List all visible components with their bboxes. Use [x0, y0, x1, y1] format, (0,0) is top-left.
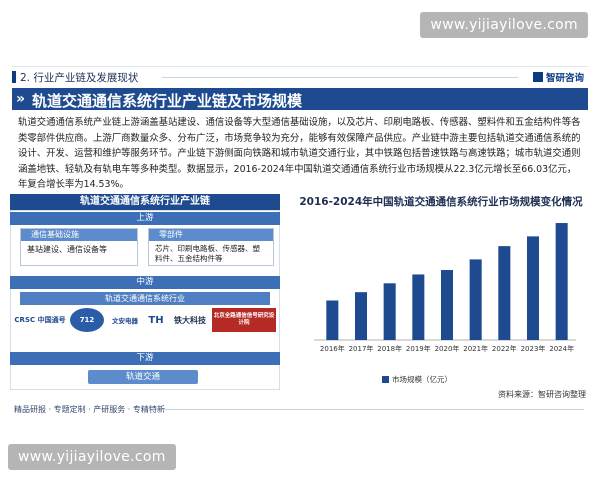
chain-frame [10, 210, 280, 390]
tick-label-2023年: 2023年 [521, 344, 546, 353]
bar-2022年 [498, 246, 511, 340]
bar-2017年 [354, 292, 368, 340]
tick-label-2019年: 2019年 [406, 344, 431, 353]
chain-title: 轨道交通通信系统行业产业链 [10, 194, 280, 210]
bar-2020年 [440, 270, 454, 340]
bar-2016年 [326, 300, 339, 340]
footer-divider [162, 409, 584, 410]
section-title: 2. 行业产业链及发展现状 [20, 72, 139, 84]
logo-crsc: CRSC 中国通号 [14, 316, 66, 324]
body-paragraph: 轨道交通通信系统产业链上游涵盖基站建设、通信设备等大型通信基础设施，以及芯片、印… [18, 117, 581, 191]
page-title: 轨道交通通信系统行业产业链及市场规模 [32, 92, 303, 110]
slide-footer: 精品研报 · 专题定制 · 产研服务 · 专精特新 [12, 404, 588, 416]
watermark-bottom[interactable]: www.yijiayilove.com [8, 444, 176, 470]
chart-title: 2016-2024年中国轨道交通通信系统行业市场规模变化情况 [299, 196, 583, 208]
legend-label: 市场规模（亿元） [392, 375, 452, 384]
brand-name: 智研咨询 [545, 73, 584, 84]
components-head: 零部件 [149, 229, 273, 241]
logo-712: 712 [70, 308, 104, 332]
footer-text: 精品研报 · 专题定制 · 产研服务 · 专精特新 [14, 405, 165, 414]
logo-wenan: 文安电器 [112, 317, 138, 325]
logo-th: TH [148, 314, 164, 326]
chart-legend: 市场规模（亿元） [382, 374, 452, 385]
downstream-item: 轨道交通 [88, 370, 198, 384]
bar-2019年 [412, 274, 425, 340]
midstream-bar: 中游 [10, 276, 280, 289]
components-body: 芯片、印刷电路板、传感器、塑料件、五金结构件等 [155, 244, 260, 263]
infrastructure-box: 通信基础设施 基站建设、通信设备等 [20, 228, 138, 266]
header-accent [12, 71, 16, 83]
logo-crscd: 北京全路通信信号研究设计院 [212, 308, 276, 332]
tick-label-2020年: 2020年 [435, 344, 460, 353]
bar-2018年 [383, 283, 396, 340]
brand-logo: 智研咨询 [532, 70, 584, 84]
bar-2023年 [526, 236, 540, 340]
logo-tieda: 铁大科技 [174, 315, 206, 325]
upstream-bar: 上游 [10, 212, 280, 225]
tick-label-2022年: 2022年 [492, 344, 517, 353]
downstream-bar: 下游 [10, 352, 280, 365]
tick-label-2021年: 2021年 [463, 344, 488, 353]
title-band: » 轨道交通通信系统行业产业链及市场规模 [12, 88, 588, 110]
infrastructure-body: 基站建设、通信设备等 [27, 245, 107, 254]
legend-swatch [382, 376, 389, 383]
market-size-chart: 2016年 2017年 2018年 2019年 2020年 2021年 2022年 2023年… [314, 223, 576, 353]
components-box: 零部件 芯片、印刷电路板、传感器、塑料件、五金结构件等 [148, 228, 274, 266]
source-note: 资料来源：智研咨询整理 [498, 390, 586, 399]
infrastructure-head: 通信基础设施 [21, 229, 137, 241]
report-slide: 2. 行业产业链及发展现状 智研咨询 » 轨道交通通信系统行业产业链及市场规模 … [12, 66, 588, 418]
midstream-sub: 轨道交通通信系统行业 [20, 292, 270, 305]
header-divider [162, 77, 518, 78]
tick-label-2017年: 2017年 [349, 344, 374, 353]
tick-label-2016年: 2016年 [320, 344, 345, 353]
bar-2021年 [469, 259, 482, 340]
brand-logo-icon [532, 72, 543, 82]
bar-2024年 [555, 223, 568, 340]
tick-label-2018年: 2018年 [377, 344, 402, 353]
company-logos: CRSC 中国通号 712 文安电器 TH 铁大科技 北京全路通信信号研究设计院 [14, 308, 276, 332]
slide-header: 2. 行业产业链及发展现状 智研咨询 [12, 67, 588, 87]
watermark-top[interactable]: www.yijiayilove.com [420, 12, 588, 38]
chevron-right-icon: » [16, 91, 26, 107]
tick-label-2024年: 2024年 [549, 344, 574, 353]
